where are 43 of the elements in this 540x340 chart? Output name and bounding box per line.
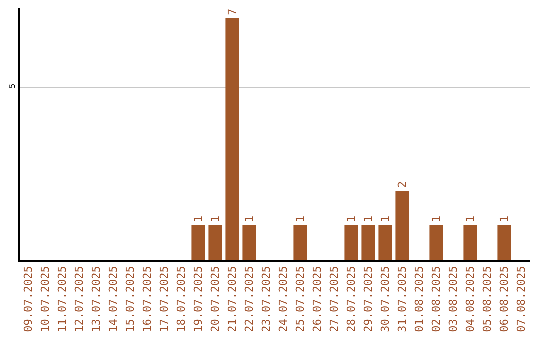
x-tick-label: 27.07.2025 bbox=[328, 266, 342, 332]
x-tick-label: 14.07.2025 bbox=[107, 266, 120, 332]
x-tick-label: 23.07.2025 bbox=[260, 266, 274, 332]
x-tick-label: 19.07.2025 bbox=[192, 266, 206, 332]
data-label: 2 bbox=[396, 181, 409, 188]
data-label: 1 bbox=[345, 216, 358, 222]
x-tick-label: 22.07.2025 bbox=[243, 266, 256, 332]
x-tick-label: 13.07.2025 bbox=[90, 266, 104, 332]
x-tick-label: 15.07.2025 bbox=[124, 266, 138, 332]
x-tick-label: 17.07.2025 bbox=[158, 266, 172, 332]
x-tick-label: 30.07.2025 bbox=[379, 266, 392, 332]
x-tick-label: 06.08.2025 bbox=[498, 266, 512, 332]
data-label: 1 bbox=[498, 216, 511, 222]
x-tick-label: 31.07.2025 bbox=[396, 266, 410, 332]
x-tick-label: 03.08.2025 bbox=[447, 266, 460, 332]
x-tick-label: 20.07.2025 bbox=[209, 266, 222, 332]
x-tick-label: 26.07.2025 bbox=[311, 266, 324, 332]
data-label: 1 bbox=[294, 216, 307, 222]
x-tick-label: 11.07.2025 bbox=[56, 266, 70, 332]
y-tick-label: 5 bbox=[8, 84, 18, 89]
x-tick-label: 10.07.2025 bbox=[39, 266, 52, 332]
data-label: 1 bbox=[379, 216, 392, 222]
x-tick-label: 24.07.2025 bbox=[277, 266, 290, 332]
data-label: 1 bbox=[243, 216, 256, 222]
data-label: 1 bbox=[209, 216, 222, 222]
x-tick-label: 28.07.2025 bbox=[345, 266, 358, 332]
x-tick-label: 07.08.2025 bbox=[515, 266, 528, 332]
data-label: 1 bbox=[362, 216, 375, 222]
data-label: 1 bbox=[192, 216, 205, 222]
x-tick-label: 25.07.2025 bbox=[294, 266, 308, 332]
data-label: 1 bbox=[464, 216, 477, 222]
x-tick-label: 04.08.2025 bbox=[464, 266, 478, 332]
data-label: 1 bbox=[430, 216, 443, 222]
x-tick-label: 16.07.2025 bbox=[141, 266, 154, 332]
x-tick-label: 09.07.2025 bbox=[22, 266, 36, 332]
x-tick-label: 05.08.2025 bbox=[481, 266, 494, 332]
x-tick-label: 01.08.2025 bbox=[413, 266, 426, 332]
x-tick-label: 21.07.2025 bbox=[226, 266, 240, 332]
x-tick-label: 29.07.2025 bbox=[362, 266, 376, 332]
x-tick-label: 12.07.2025 bbox=[73, 266, 86, 332]
x-tick-label: 02.08.2025 bbox=[430, 266, 444, 332]
x-tick-label: 18.07.2025 bbox=[175, 266, 188, 332]
data-label: 7 bbox=[226, 8, 239, 16]
